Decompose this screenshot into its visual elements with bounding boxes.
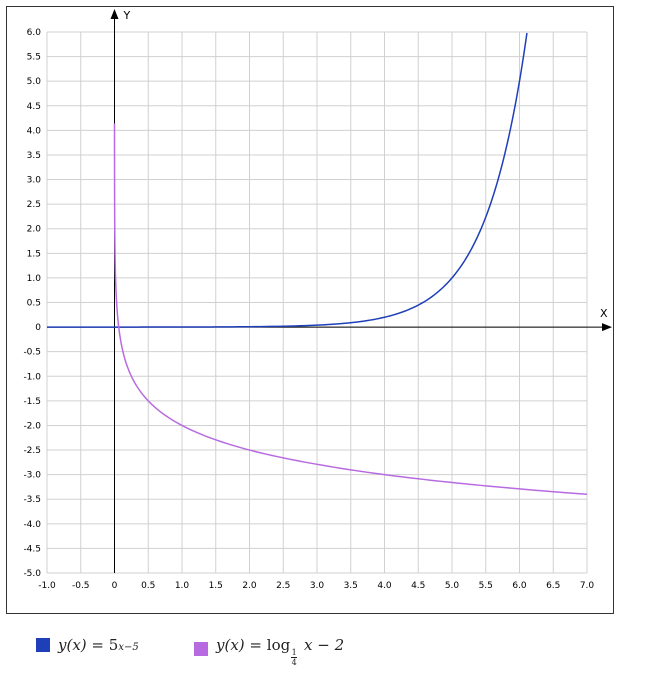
y-tick-label: 0.5 [27, 299, 41, 309]
legend-rest: x − 2 [304, 636, 345, 654]
x-tick-label: 5.5 [479, 581, 493, 591]
y-tick-label: -2.5 [23, 446, 41, 456]
y-tick-label: 1.0 [27, 274, 42, 284]
x-tick-label: 2.5 [276, 581, 290, 591]
y-tick-label: 1.5 [27, 249, 41, 259]
legend-eq: = [91, 636, 104, 654]
legend-swatch-exponential [36, 638, 50, 652]
legend-label-exponential: y(x) = 5 x−5 [58, 636, 139, 654]
chart-frame [6, 6, 614, 614]
y-tick-label: -3.0 [23, 471, 41, 481]
legend-lhs: y(x) [58, 636, 87, 654]
y-tick-label: -1.5 [23, 397, 41, 407]
legend-lhs: y(x) [216, 636, 245, 654]
x-tick-label: 0 [112, 581, 118, 591]
x-tick-labels: -1.0 -0.5 0 0.5 1.0 1.5 2.0 2.5 3.0 3.5 4.0 4.5 5.0 5… [38, 581, 594, 591]
grid-lines [46, 31, 588, 574]
x-tick-label: 6.0 [512, 581, 527, 591]
x-tick-label: 0.5 [141, 581, 155, 591]
x-axis-arrow-icon [602, 323, 612, 332]
y-tick-label: -4.5 [23, 544, 41, 554]
axes [47, 9, 612, 573]
x-tick-label: 5.0 [445, 581, 460, 591]
legend-label-logarithm: y(x) = log 1 4 x − 2 [216, 636, 345, 667]
data-series [47, 32, 588, 496]
legend-item-logarithm: y(x) = log 1 4 x − 2 [194, 636, 345, 667]
legend-eq: = [249, 636, 262, 654]
x-tick-label: 4.5 [411, 581, 425, 591]
y-tick-label: -0.5 [23, 348, 41, 358]
y-tick-labels: 6.0 5.5 5.0 4.5 4.0 3.5 3.0 2.5 2.0 1.5 1.0 0.5 0 -0.… [23, 28, 41, 579]
x-tick-label: 4.0 [377, 581, 392, 591]
y-tick-label: 3.5 [27, 151, 41, 161]
y-tick-label: 5.0 [27, 77, 42, 87]
y-tick-label: -2.0 [23, 421, 41, 431]
y-tick-label: -5.0 [23, 569, 41, 579]
legend-log-fn: log [266, 636, 291, 654]
y-tick-label: 4.5 [27, 102, 41, 112]
legend-exponent: x−5 [118, 642, 139, 653]
x-tick-label: 7.0 [580, 581, 595, 591]
y-tick-label: 6.0 [27, 28, 42, 38]
x-tick-label: 1.5 [209, 581, 223, 591]
legend-log-base-den: 4 [291, 658, 297, 667]
y-axis-arrow-icon [110, 9, 119, 19]
x-tick-label: 3.5 [344, 581, 358, 591]
y-axis-label: Y [123, 9, 131, 22]
x-tick-label: -0.5 [72, 581, 90, 591]
y-tick-label: 0 [35, 323, 41, 333]
x-tick-label: 2.0 [242, 581, 257, 591]
y-tick-label: -3.5 [23, 495, 41, 505]
legend-item-exponential: y(x) = 5 x−5 [36, 636, 139, 654]
legend-log-base-num: 1 [291, 648, 297, 657]
x-tick-label: -1.0 [38, 581, 56, 591]
y-tick-label: 5.5 [27, 53, 41, 63]
series-line-exponential [47, 32, 528, 328]
y-tick-label: 2.5 [27, 200, 41, 210]
legend-swatch-logarithm [194, 641, 208, 656]
x-tick-label: 3.0 [310, 581, 325, 591]
x-axis-label: X [600, 307, 608, 320]
y-tick-label: -4.0 [23, 520, 41, 530]
y-tick-label: 4.0 [27, 126, 42, 136]
y-tick-label: -1.0 [23, 372, 41, 382]
series-line-logarithm [113, 123, 588, 496]
y-tick-label: 3.0 [27, 176, 42, 186]
legend: y(x) = 5 x−5 y(x) = log 1 4 x − 2 [0, 636, 662, 676]
legend-base: 5 [108, 636, 119, 654]
x-tick-label: 6.5 [546, 581, 560, 591]
y-tick-label: 2.0 [27, 225, 42, 235]
x-tick-label: 1.0 [175, 581, 190, 591]
